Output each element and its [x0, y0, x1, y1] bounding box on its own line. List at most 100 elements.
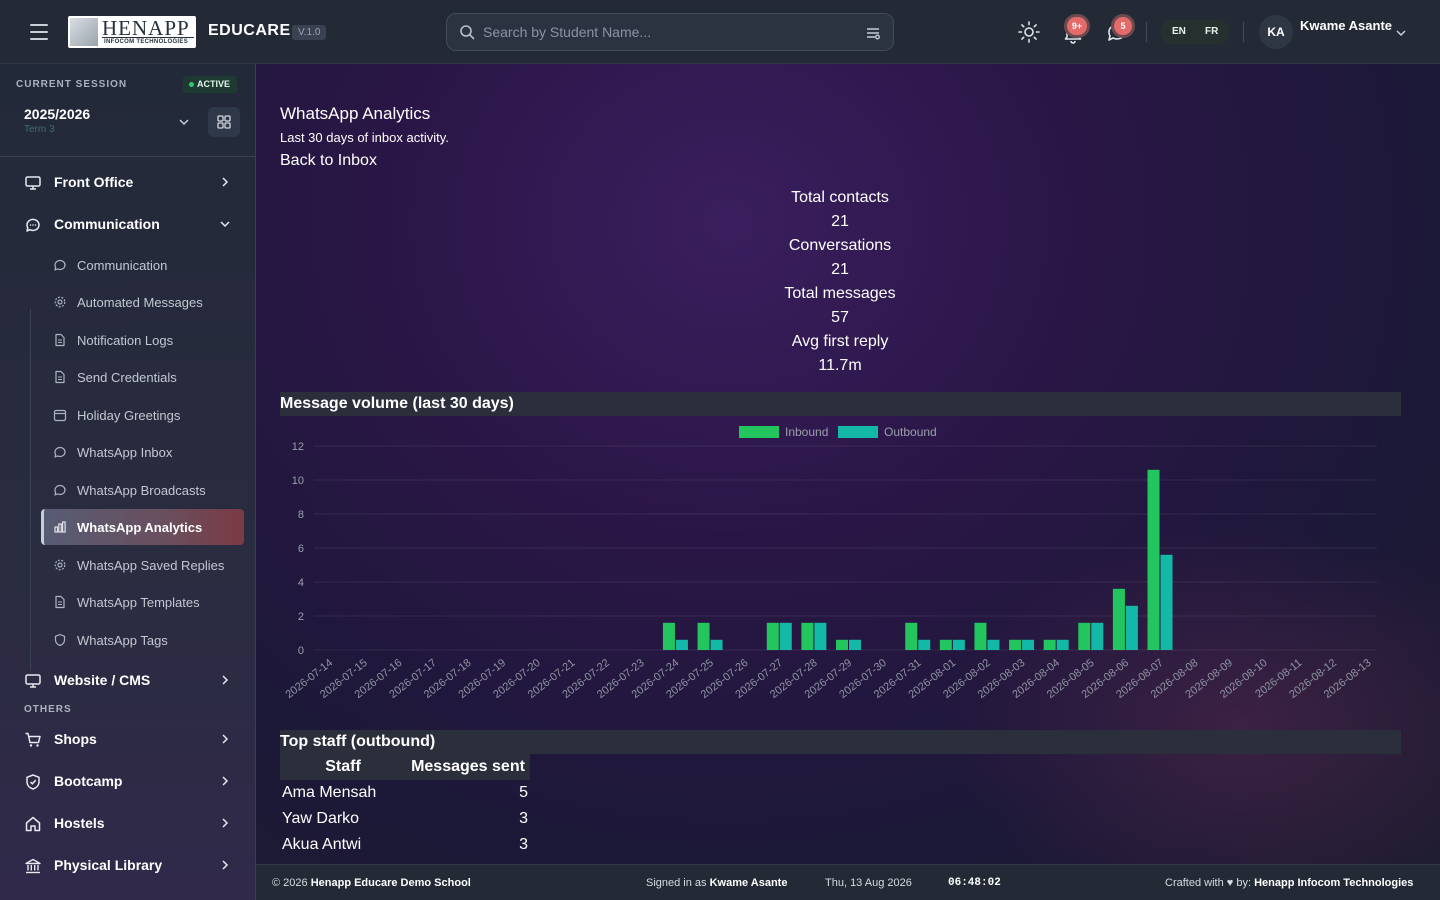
bar-inbound: [1043, 639, 1056, 650]
sidebar-item-bootcamp[interactable]: Bootcamp: [24, 769, 234, 793]
table-row: Akua Antwi 3: [280, 832, 530, 858]
chat-bubble-icon: [54, 484, 66, 496]
session-label: CURRENT SESSION: [16, 79, 128, 90]
sidebar-subitem-label: WhatsApp Saved Replies: [77, 558, 225, 573]
stat-value-conversations: 21: [831, 261, 849, 278]
sidebar-subitem-whatsapp-analytics[interactable]: WhatsApp Analytics: [41, 509, 244, 545]
message-volume-chart: 0 2 4 6 8 10 12 Inbound Outbound 2026-07-14 2026-0…: [280, 418, 1401, 718]
sidebar-subitem-whatsapp-templates[interactable]: WhatsApp Templates: [41, 584, 244, 620]
chart-section-title: Message volume (last 30 days): [280, 392, 1401, 416]
messages-sent-count: 5: [519, 784, 528, 801]
table-row: Ama Mensah 5: [280, 780, 530, 806]
bar-inbound: [766, 622, 779, 650]
sidebar-item-front-office[interactable]: Front Office: [24, 170, 234, 194]
divider: [1243, 22, 1244, 42]
legend-swatch-inbound: [739, 426, 779, 438]
stat-label-total-messages: Total messages: [784, 285, 896, 302]
sidebar-subitem-label: Notification Logs: [77, 333, 174, 348]
sidebar-subitem-whatsapp-inbox[interactable]: WhatsApp Inbox: [41, 434, 244, 470]
stat-value-total-messages: 57: [831, 309, 849, 326]
chevron-right-icon: [222, 776, 229, 786]
crafted-by: Henapp Infocom Technologies: [1254, 877, 1414, 889]
bar-inbound: [939, 639, 952, 650]
main-content: WhatsApp Analytics Last 30 days of inbox…: [256, 64, 1440, 864]
stats-summary: Total contacts 21 Conversations 21 Total…: [640, 186, 1040, 378]
sidebar-subitem-label: WhatsApp Broadcasts: [77, 483, 206, 498]
school-logo: HENAPP INFOCOM TECHNOLOGIES: [68, 16, 196, 48]
messages-chat-icon[interactable]: [1105, 20, 1129, 44]
table-row: Yaw Darko 3: [280, 806, 530, 832]
bar-outbound: [1125, 605, 1138, 650]
chat-bubble-icon: [54, 446, 66, 458]
menu-toggle-icon[interactable]: [30, 24, 48, 40]
lang-fr-button[interactable]: FR: [1205, 26, 1219, 37]
theme-toggle-sun-icon[interactable]: [1017, 20, 1041, 44]
chat-bubble-icon: [26, 218, 40, 232]
sidebar-subitem-automated-messages[interactable]: Automated Messages: [41, 284, 244, 320]
section-label-others: OTHERS: [24, 704, 72, 715]
version-badge: V.1.0: [292, 25, 327, 40]
chevron-right-icon: [222, 860, 229, 870]
search-input[interactable]: [483, 22, 863, 42]
chevron-right-icon: [222, 734, 229, 744]
lang-en-button[interactable]: EN: [1172, 26, 1186, 37]
home-icon: [25, 816, 41, 832]
bar-inbound: [1147, 469, 1160, 650]
sidebar-item-website-cms[interactable]: Website / CMS: [24, 668, 234, 692]
stat-label-total-contacts: Total contacts: [791, 189, 889, 206]
bar-outbound: [1160, 554, 1173, 650]
bar-outbound: [1091, 622, 1104, 650]
session-status-badge: ACTIVE: [183, 76, 238, 93]
bar-outbound: [987, 639, 1000, 650]
session-dropdown-chevron-icon[interactable]: [177, 115, 191, 129]
crafted-label: Crafted with ♥ by:: [1165, 877, 1252, 889]
stat-value-total-contacts: 21: [831, 213, 849, 230]
session-grid-button[interactable]: [208, 107, 240, 137]
legend-swatch-outbound: [838, 426, 878, 438]
session-term: Term 3: [24, 124, 55, 135]
sidebar-subitem-whatsapp-saved-replies[interactable]: WhatsApp Saved Replies: [41, 547, 244, 583]
chat-bubble-icon: [54, 259, 66, 271]
sidebar-subitem-whatsapp-tags[interactable]: WhatsApp Tags: [41, 622, 244, 658]
sidebar-item-label: Bootcamp: [54, 773, 123, 789]
document-icon: [55, 333, 65, 347]
chevron-down-icon: [220, 221, 230, 228]
avatar[interactable]: KA: [1259, 15, 1293, 49]
chevron-down-icon[interactable]: [1394, 26, 1408, 40]
sidebar-subitem-label: Holiday Greetings: [77, 408, 181, 423]
bar-outbound: [675, 639, 688, 650]
brand-name: EDUCARE: [208, 22, 291, 39]
sidebar-subitem-whatsapp-broadcasts[interactable]: WhatsApp Broadcasts: [41, 472, 244, 508]
sidebar-item-communication[interactable]: Communication: [24, 212, 234, 236]
bar-chart-icon: [54, 521, 66, 533]
sidebar-subitem-notification-logs[interactable]: Notification Logs: [41, 322, 244, 358]
bar-inbound: [836, 639, 848, 650]
footer: © 2026 Henapp Educare Demo School Signed…: [256, 864, 1440, 900]
sidebar-item-shops[interactable]: Shops: [24, 727, 234, 751]
table-header-row: Staff Messages sent: [280, 754, 530, 780]
language-switcher: EN FR: [1160, 20, 1230, 44]
sidebar-item-label: Physical Library: [54, 857, 163, 873]
sidebar-subitem-send-credentials[interactable]: Send Credentials: [41, 359, 244, 395]
user-name[interactable]: Kwame Asante: [1300, 18, 1392, 33]
sidebar-subitem-communication[interactable]: Communication: [41, 247, 244, 283]
filter-icon[interactable]: [865, 25, 881, 41]
search-icon: [460, 25, 475, 40]
sidebar-item-label: Website / CMS: [54, 672, 151, 688]
y-tick-label: 10: [292, 475, 304, 487]
back-to-inbox-link[interactable]: Back to Inbox: [280, 152, 377, 169]
messages-sent-count: 3: [519, 836, 528, 853]
stat-value-avg-first-reply: 11.7m: [818, 357, 862, 374]
sidebar-subitem-holiday-greetings[interactable]: Holiday Greetings: [41, 397, 244, 433]
footer-clock: 06:48:02: [948, 877, 1001, 889]
sidebar-subitem-label: Communication: [77, 258, 168, 273]
sidebar-item-hostels[interactable]: Hostels: [24, 811, 234, 835]
calendar-icon: [53, 409, 67, 422]
top-bar: HENAPP INFOCOM TECHNOLOGIES EDUCARE V.1.…: [0, 0, 1440, 64]
sidebar-item-physical-library[interactable]: Physical Library: [24, 853, 234, 877]
column-header-staff: Staff: [280, 754, 406, 780]
staff-section-title: Top staff (outbound): [280, 730, 1401, 754]
session-year: 2025/2026: [24, 106, 91, 122]
stat-label-conversations: Conversations: [788, 237, 892, 254]
divider: [0, 156, 255, 157]
